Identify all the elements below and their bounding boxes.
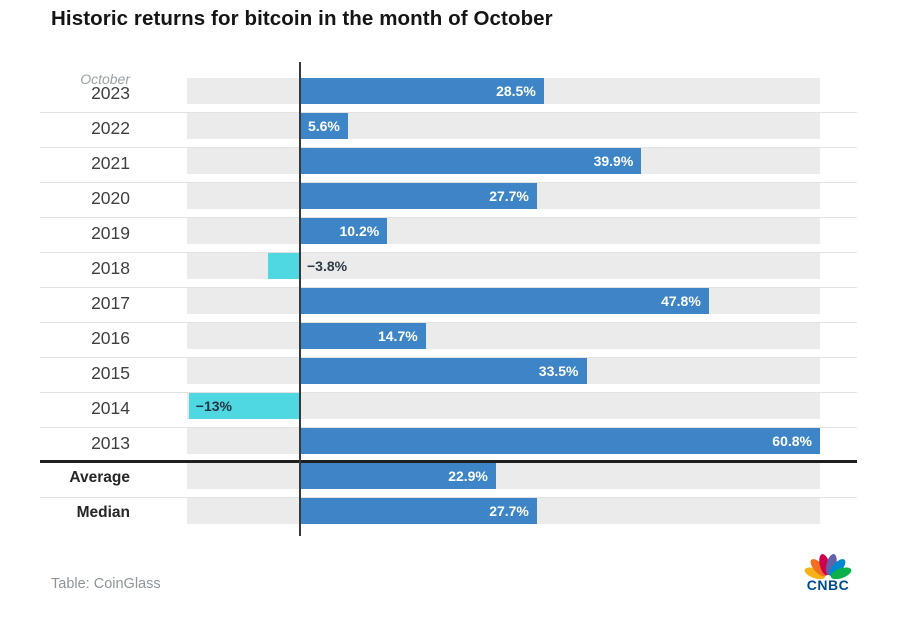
chart-row: 2022 5.6% <box>40 113 857 148</box>
chart-row: 2016 14.7% <box>40 323 857 358</box>
bar: 27.7% <box>300 498 537 524</box>
bar: 28.5% <box>300 78 544 104</box>
bar-track: −3.8% <box>187 253 820 279</box>
bar: 39.9% <box>300 148 642 174</box>
cnbc-wordmark: CNBC <box>806 577 850 593</box>
bar-track: 47.8% <box>187 288 820 314</box>
bar-track: 27.7% <box>187 183 820 209</box>
bar-value-label: 39.9% <box>593 153 634 169</box>
bar-value-label: 33.5% <box>538 363 579 379</box>
bar: 33.5% <box>300 358 587 384</box>
row-label: 2016 <box>91 328 130 348</box>
chart-row: 2020 27.7% <box>40 183 857 218</box>
source-credit: Table: CoinGlass <box>51 576 161 592</box>
bar: 14.7% <box>300 323 426 349</box>
bar-value-label: 27.7% <box>489 188 529 204</box>
bar-value-label: 28.5% <box>496 83 536 99</box>
zero-baseline <box>299 62 301 536</box>
bar-track: 22.9% <box>187 463 820 489</box>
chart-row: Average 22.9% <box>40 463 857 498</box>
row-label: 2017 <box>91 293 130 313</box>
bar-track: 28.5% <box>187 78 820 104</box>
row-label: 2023 <box>91 83 130 103</box>
bar: 47.8% <box>300 288 709 314</box>
chart-row: 2017 47.8% <box>40 288 857 323</box>
bar-track: 14.7% <box>187 323 820 349</box>
bar: 22.9% <box>300 463 496 489</box>
row-label: 2014 <box>91 398 130 418</box>
row-label: 2020 <box>91 188 130 208</box>
bar-track: 39.9% <box>187 148 820 174</box>
bar-track: 27.7% <box>187 498 820 524</box>
bar-chart: 2023 28.5% 2022 5.6% 2021 39.9% 2020 27.7% 2019 1… <box>40 62 857 536</box>
bar-value-label: 27.7% <box>489 503 529 519</box>
chart-row: 2015 33.5% <box>40 358 857 393</box>
bar-value-label: 14.7% <box>377 328 418 344</box>
bar-track: 5.6% <box>187 113 820 139</box>
bar: 60.8% <box>300 428 820 454</box>
peacock-icon <box>804 554 852 579</box>
bar-track: 10.2% <box>187 218 820 244</box>
bar <box>267 253 300 279</box>
row-label: 2019 <box>91 223 130 243</box>
bar: −13% <box>188 393 300 419</box>
bar-track: 60.8% <box>187 428 820 454</box>
chart-title: Historic returns for bitcoin in the mont… <box>51 7 553 30</box>
bar-value-label: 10.2% <box>339 223 380 239</box>
row-label: 2015 <box>91 363 130 383</box>
row-label: 2022 <box>91 118 130 138</box>
chart-row: 2018 −3.8% <box>40 253 857 288</box>
bar: 27.7% <box>300 183 537 209</box>
bar-track: 33.5% <box>187 358 820 384</box>
row-label: 2013 <box>91 433 130 453</box>
chart-row: 2023 28.5% <box>40 78 857 113</box>
bar-value-label: 22.9% <box>448 468 488 484</box>
chart-row: 2014 −13% <box>40 393 857 428</box>
october-axis-label: October <box>80 71 130 87</box>
bar-track: −13% <box>187 393 820 419</box>
chart-row: 2019 10.2% <box>40 218 857 253</box>
chart-rows: 2023 28.5% 2022 5.6% 2021 39.9% 2020 27.7% 2019 1… <box>40 78 857 533</box>
row-label: 2018 <box>91 258 130 278</box>
row-label: 2021 <box>91 153 130 173</box>
bar: 5.6% <box>300 113 348 139</box>
chart-row: 2013 60.8% <box>40 428 857 463</box>
bar-value-label: 5.6% <box>307 118 340 134</box>
chart-row: Median 27.7% <box>40 498 857 533</box>
row-label: Average <box>69 469 130 486</box>
bar-value-label: 47.8% <box>661 293 701 309</box>
row-label: Median <box>76 504 130 521</box>
bar-value-label: −3.8% <box>307 258 348 274</box>
chart-row: 2021 39.9% <box>40 148 857 183</box>
cnbc-logo: CNBC <box>799 552 857 593</box>
bar: 10.2% <box>300 218 388 244</box>
bar-value-label: 60.8% <box>772 433 812 449</box>
bar-value-label: −13% <box>195 398 232 414</box>
